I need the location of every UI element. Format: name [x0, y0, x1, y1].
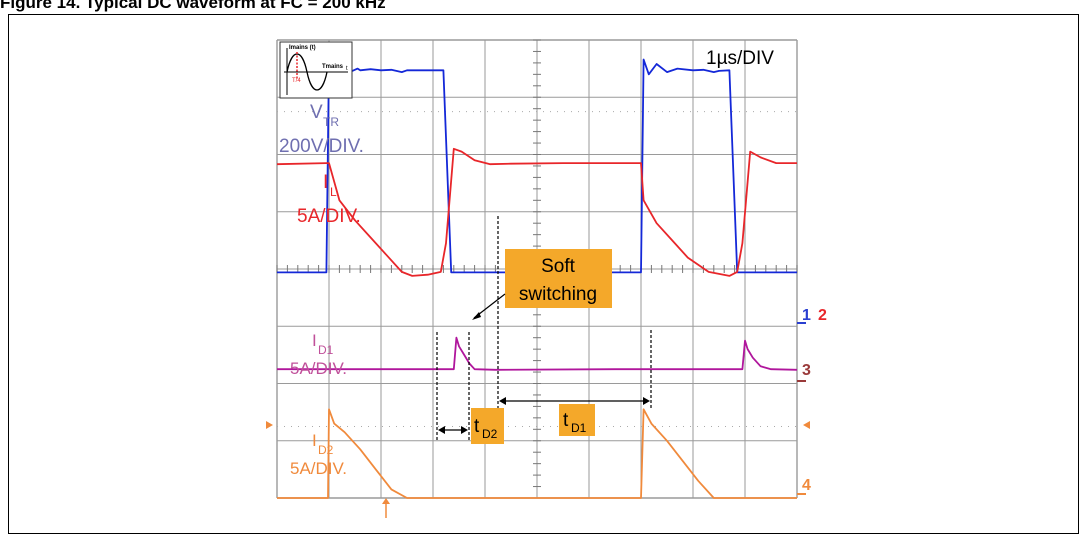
- oscilloscope-chart: Imains (t) Tmains t T/4 1µs/DIV V TR 200…: [266, 39, 827, 518]
- inset-ylabel: Imains (t): [289, 45, 316, 51]
- timing-markers: [436, 216, 652, 440]
- vtr-sub: TR: [323, 115, 339, 129]
- il-scale: 5A/DIV.: [297, 206, 361, 227]
- td1-arrowhead-left: [499, 397, 506, 405]
- vtr-scale: 200V/DIV.: [279, 136, 364, 157]
- td2-arrowhead-left: [438, 426, 445, 434]
- id1-name: I: [312, 331, 317, 350]
- trace-il: [276, 147, 797, 277]
- timebase-label: 1µs/DIV: [706, 48, 774, 69]
- trigger-position-marker: [382, 498, 390, 504]
- ch4-marker: 4: [802, 477, 811, 494]
- td1-label: t D1: [559, 404, 595, 436]
- id1-label: I D1 5A/DIV.: [290, 331, 347, 378]
- mains-inset-icon: Imains (t) Tmains t T/4: [279, 41, 353, 99]
- id2-name: I: [312, 431, 317, 450]
- td2-name: t: [474, 416, 480, 437]
- ch2-marker: 2: [818, 307, 827, 324]
- id1-scale: 5A/DIV.: [290, 359, 347, 378]
- trace-id2: [277, 408, 797, 499]
- callout-line1: Soft: [541, 256, 576, 277]
- td1-name: t: [563, 410, 569, 431]
- td2-label: t D2: [471, 408, 504, 444]
- td1-arrowhead-right: [643, 397, 650, 405]
- vtr-name: V: [310, 102, 323, 123]
- soft-switching-callout: Soft switching: [472, 249, 612, 320]
- id2-label: I D2 5A/DIV.: [290, 431, 347, 478]
- callout-line2: switching: [519, 284, 597, 305]
- ch3-marker: 3: [802, 362, 811, 379]
- trigger-level-left: [266, 421, 273, 429]
- trace-id1: [277, 336, 798, 371]
- il-sub: L: [330, 185, 337, 199]
- inset-xlabel: Tmains: [322, 64, 344, 70]
- callout-arrowhead: [472, 312, 481, 320]
- id2-scale: 5A/DIV.: [290, 459, 347, 478]
- inset-t-label: t: [346, 66, 348, 72]
- il-name: I: [323, 172, 328, 193]
- figure-title: Figure 14. Typical DC waveform at FC = 2…: [0, 0, 386, 12]
- td2-arrowhead-right: [461, 426, 468, 434]
- trigger-level-right: [803, 421, 810, 429]
- timing-arrowheads: [438, 397, 650, 434]
- channel-markers: 1 2 3 4: [266, 307, 827, 518]
- vtr-label: V TR 200V/DIV.: [279, 102, 364, 157]
- ch1-marker: 1: [802, 307, 811, 324]
- id2-sub: D2: [318, 443, 334, 457]
- id1-sub: D1: [318, 343, 334, 357]
- inset-marker-label: T/4: [292, 78, 301, 84]
- td1-sub: D1: [571, 421, 587, 435]
- il-label: I L 5A/DIV.: [297, 172, 361, 227]
- td2-sub: D2: [482, 427, 498, 441]
